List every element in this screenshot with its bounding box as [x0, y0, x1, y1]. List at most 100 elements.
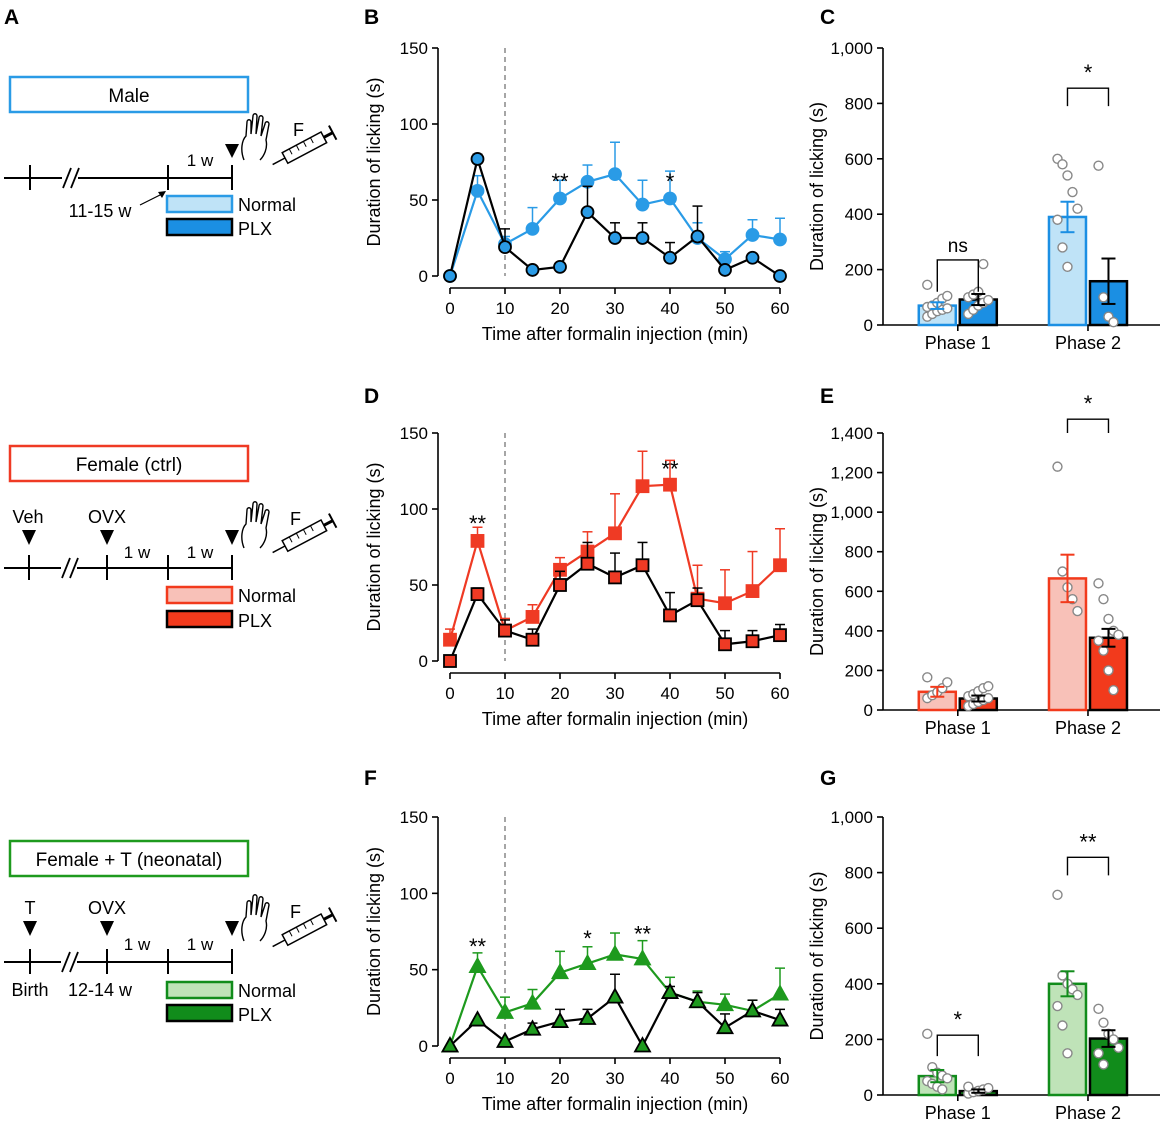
data-point: [608, 570, 622, 585]
y-tick-label: 150: [400, 424, 428, 443]
y-tick-label: 0: [419, 652, 428, 671]
data-point: [580, 556, 595, 571]
bar: [1047, 982, 1088, 1097]
data-point: [745, 634, 760, 649]
data-point: [443, 269, 457, 283]
individual-point: [1113, 629, 1124, 641]
individual-point: [922, 279, 933, 291]
x-tick-label: 60: [771, 299, 790, 318]
panel-letter-e: E: [820, 385, 834, 408]
data-point: [468, 1010, 487, 1027]
individual-point: [937, 1084, 948, 1095]
individual-point: [1103, 613, 1114, 625]
data-point: [663, 608, 677, 623]
data-point: [635, 197, 650, 212]
x-axis-label: Time after formalin injection (min): [482, 324, 748, 344]
significance-label: *: [1084, 60, 1093, 85]
data-point: [773, 232, 787, 247]
schematic-female-title: Female (ctrl): [76, 455, 183, 476]
data-point: [468, 956, 487, 974]
significance-marker: **: [634, 922, 652, 947]
panel-letter-f: F: [364, 767, 377, 790]
individual-point: [1052, 889, 1063, 901]
individual-point: [983, 681, 994, 692]
x-tick-label: 40: [661, 299, 680, 318]
y-axis-label: Duration of licking (s): [807, 871, 827, 1040]
individual-point: [1057, 970, 1068, 981]
x-tick-label: 0: [445, 1069, 454, 1088]
x-tick-label: 60: [771, 684, 790, 703]
data-point: [745, 584, 760, 598]
x-tick-label: 30: [606, 299, 625, 318]
y-tick-label: 400: [845, 975, 873, 994]
category-label: Phase 2: [1055, 333, 1121, 353]
x-tick-label: 40: [661, 1069, 680, 1088]
data-point: [718, 637, 732, 652]
legend-female-plx: PLX: [238, 611, 272, 631]
x-axis-label: Time after formalin injection (min): [482, 1094, 748, 1114]
chart-e: 0 200 400 600 800 1,000 1,200 1,400 Duration of …: [807, 391, 1160, 738]
data-point: [525, 221, 540, 236]
significance-marker: **: [469, 934, 487, 959]
y-tick-label: 0: [419, 267, 428, 286]
series-normal: [917, 889, 1088, 1097]
data-point: [635, 558, 650, 573]
data-point: [470, 183, 485, 198]
schematic-male: Male 1 w 11-15 w F Normal PLX: [4, 75, 338, 239]
data-point: [578, 953, 597, 970]
y-tick-label: 800: [845, 543, 873, 562]
y-tick-label: 0: [864, 1086, 873, 1105]
y-tick-label: 400: [845, 622, 873, 641]
individual-point: [1072, 203, 1083, 214]
data-point: [773, 269, 787, 283]
schematic-female-t-interval2: 1 w: [187, 935, 214, 954]
data-point: [770, 984, 790, 1001]
data-point: [663, 250, 677, 265]
category-label: Phase 1: [925, 718, 991, 738]
individual-point: [1062, 170, 1073, 181]
data-point: [633, 1036, 652, 1053]
data-point: [550, 962, 570, 980]
individual-point: [1067, 186, 1078, 198]
individual-point: [983, 1082, 994, 1094]
schematic-female-t-age: 12-14 w: [68, 980, 133, 1000]
x-tick-label: 0: [445, 299, 454, 318]
legend-male-plx: PLX: [238, 219, 272, 239]
series-plx: [443, 541, 787, 668]
data-point: [470, 534, 485, 548]
panel-letter-b: B: [364, 6, 379, 29]
significance-bracket: [1066, 87, 1110, 107]
data-point: [690, 593, 705, 608]
schematic-female-f: F: [290, 509, 301, 529]
individual-point: [1103, 665, 1114, 676]
data-point: [578, 1008, 597, 1025]
significance-bracket: [1066, 856, 1110, 876]
data-point: [470, 587, 485, 602]
data-point: [553, 191, 567, 206]
x-tick-label: 50: [716, 1069, 735, 1088]
x-tick-label: 10: [496, 299, 515, 318]
chart-b: 0 50 100 150 Duration of licking (s) 0 10 20 30 4…: [364, 39, 789, 344]
x-axis-label: Time after formalin injection (min): [482, 709, 748, 729]
y-tick-label: 600: [845, 150, 873, 169]
data-point: [580, 205, 595, 220]
y-tick-label: 0: [419, 1037, 428, 1056]
schematic-female-t-t: T: [25, 898, 36, 918]
chart-c: 0 200 400 600 800 1,000 Duration of licking (s…: [807, 39, 1160, 353]
significance-marker: *: [666, 169, 675, 194]
panel-letter-g: G: [820, 767, 836, 790]
y-tick-label: 600: [845, 582, 873, 601]
individual-point: [1108, 1034, 1119, 1045]
y-tick-label: 400: [845, 205, 873, 224]
legend-male-normal: Normal: [238, 195, 296, 215]
significance-bracket: [1066, 418, 1110, 433]
significance-bracket: [936, 1034, 979, 1057]
series-plx: [958, 1003, 1129, 1099]
series-normal: [443, 141, 787, 283]
data-point: [525, 610, 540, 624]
data-point: [550, 1011, 570, 1028]
y-axis-label: Duration of licking (s): [807, 487, 827, 656]
schematic-female-t-birth: Birth: [11, 980, 48, 1000]
data-point: [440, 1036, 460, 1053]
data-point: [635, 231, 650, 245]
